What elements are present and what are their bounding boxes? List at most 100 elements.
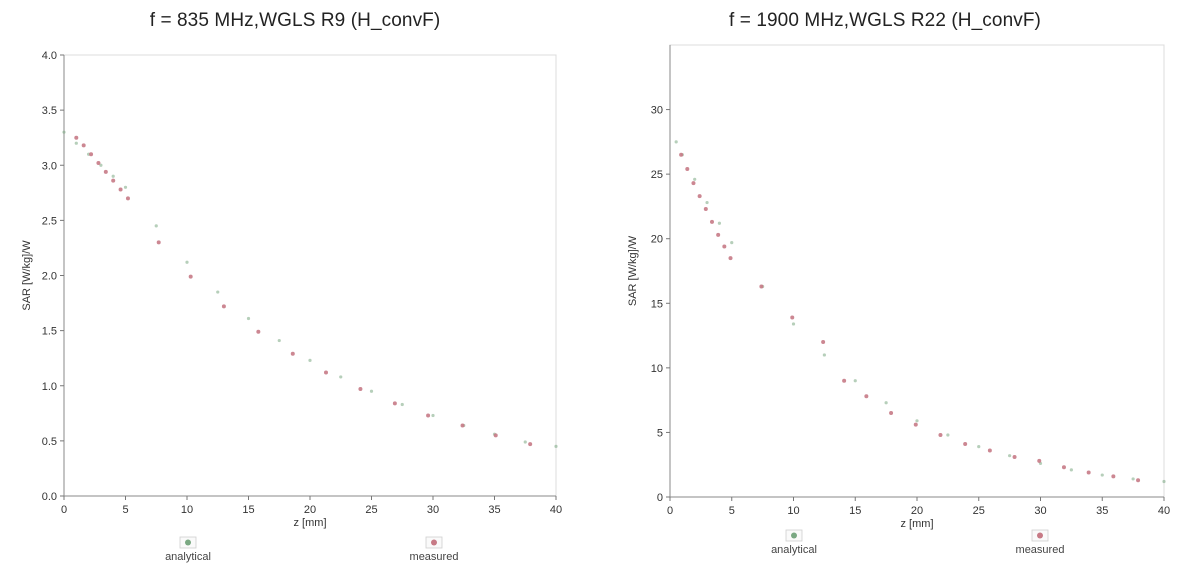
chart-plot-835mhz: 0.0 0.5 1.0 1.5 2.0 2.5 3.0 3.5 4.0 0 5 10 15 20 25 30 3… [21, 50, 562, 563]
chart-panel-835mhz: f = 835 MHz,WGLS R9 (H_convF) 0.0 0.5 1.0 1… [21, 10, 562, 563]
y-tick-label: 3.0 [42, 160, 57, 172]
y-tick-label: 4.0 [42, 50, 57, 62]
measured-point [685, 166, 690, 171]
measured-point [1111, 474, 1116, 479]
analytical-point [977, 445, 981, 449]
measured-point [691, 181, 696, 186]
x-tick-label: 30 [427, 504, 439, 516]
analytical-point [154, 224, 158, 228]
measured-point [913, 422, 918, 427]
y-tick-label: 3.5 [42, 105, 57, 117]
plot-frame [63, 54, 557, 497]
y-tick-label: 20 [651, 234, 663, 246]
measured-point [323, 370, 328, 375]
measured-point [1136, 478, 1141, 483]
x-tick-label: 0 [667, 505, 673, 517]
analytical-point [123, 185, 128, 189]
y-tick-label: 5 [657, 427, 663, 439]
measured-point [1061, 465, 1066, 470]
analytical-point [693, 177, 697, 181]
legend-measured-marker [1037, 532, 1043, 539]
legend-analytical-marker [791, 532, 797, 539]
x-axis-label: z [mm] [901, 518, 934, 530]
x-tick-label: 20 [911, 505, 923, 517]
analytical-point [1100, 473, 1104, 477]
measured-point [703, 207, 708, 212]
analytical-point [431, 413, 435, 418]
chart-panel-1900mhz: f = 1900 MHz,WGLS R22 (H_convF) 0 5 10 15 20… [590, 0, 1179, 575]
measured-point [221, 304, 226, 309]
analytical-point [1008, 454, 1012, 458]
measured-point [722, 244, 727, 249]
measured-point [1037, 458, 1042, 463]
analytical-point [1069, 468, 1073, 472]
y-tick-label: 15 [651, 298, 663, 310]
y-tick-label: 0.0 [42, 491, 57, 503]
measured-point [358, 387, 363, 392]
measured-point [392, 401, 397, 406]
measured-point [103, 169, 108, 174]
measured-point [74, 135, 79, 140]
analytical-point [216, 290, 220, 294]
y-tick-label: 1.5 [42, 326, 57, 338]
y-tick-label: 10 [651, 363, 663, 375]
measured-point [963, 442, 968, 447]
legend-measured-label: measured [1016, 544, 1065, 556]
analytical-point [1162, 479, 1166, 484]
x-tick-label: 5 [122, 504, 128, 516]
analytical-point [730, 240, 734, 245]
y-tick-label: 25 [651, 169, 663, 181]
analytical-point [554, 444, 558, 448]
measured-point [679, 152, 684, 157]
x-tick-label: 5 [729, 505, 735, 517]
analytical-point [915, 419, 919, 423]
x-tick-label: 40 [550, 504, 562, 516]
measured-point [1086, 470, 1091, 475]
measured-point [528, 442, 533, 447]
analytical-point [705, 200, 709, 205]
x-tick-label: 30 [1034, 505, 1046, 517]
measured-point [709, 219, 714, 224]
measured-point [256, 329, 261, 334]
analytical-point [717, 221, 721, 225]
measured-point [460, 423, 465, 428]
x-tick-label: 20 [304, 504, 316, 516]
analytical-point [185, 260, 189, 264]
analytical-point [246, 316, 251, 321]
x-tick-label: 35 [1096, 505, 1108, 517]
y-tick-label: 30 [651, 105, 663, 117]
x-tick-label: 10 [787, 505, 799, 517]
y-axis-label: SAR [W/kg]/W [627, 235, 639, 306]
measured-point [987, 448, 992, 453]
legend-measured-marker [431, 539, 437, 546]
measured-point [426, 413, 431, 418]
measured-point [96, 161, 101, 166]
y-tick-label: 0 [657, 492, 663, 504]
analytical-point [884, 401, 888, 405]
measured-point [89, 152, 94, 157]
y-axis-label: SAR [W/kg]/W [21, 240, 33, 311]
measured-point [842, 378, 847, 383]
legend-analytical-label: analytical [165, 551, 211, 563]
measured-point [790, 315, 795, 320]
plot-frame [669, 44, 1165, 498]
chart-title: f = 1900 MHz,WGLS R22 (H_convF) [729, 10, 1041, 31]
measured-point [493, 433, 498, 438]
analytical-point [822, 353, 826, 357]
x-tick-label: 25 [365, 504, 377, 516]
measured-point [821, 340, 826, 345]
measured-point [759, 284, 764, 289]
x-tick-label: 0 [61, 504, 67, 516]
measured-point [1012, 454, 1017, 459]
x-axis-label: z [mm] [294, 517, 327, 529]
analytical-point [62, 130, 66, 134]
analytical-point [523, 440, 527, 444]
measured-point [728, 256, 733, 261]
measured-point [188, 274, 193, 279]
chart-plot-1900mhz: 0 5 10 15 20 25 30 0 5 10 15 20 25 30 35 40 z [mm] SAR [W… [627, 44, 1170, 556]
analytical-point [791, 322, 796, 326]
analytical-point [853, 379, 857, 383]
measured-point [111, 178, 116, 183]
measured-point [118, 187, 123, 192]
x-tick-label: 15 [242, 504, 254, 516]
